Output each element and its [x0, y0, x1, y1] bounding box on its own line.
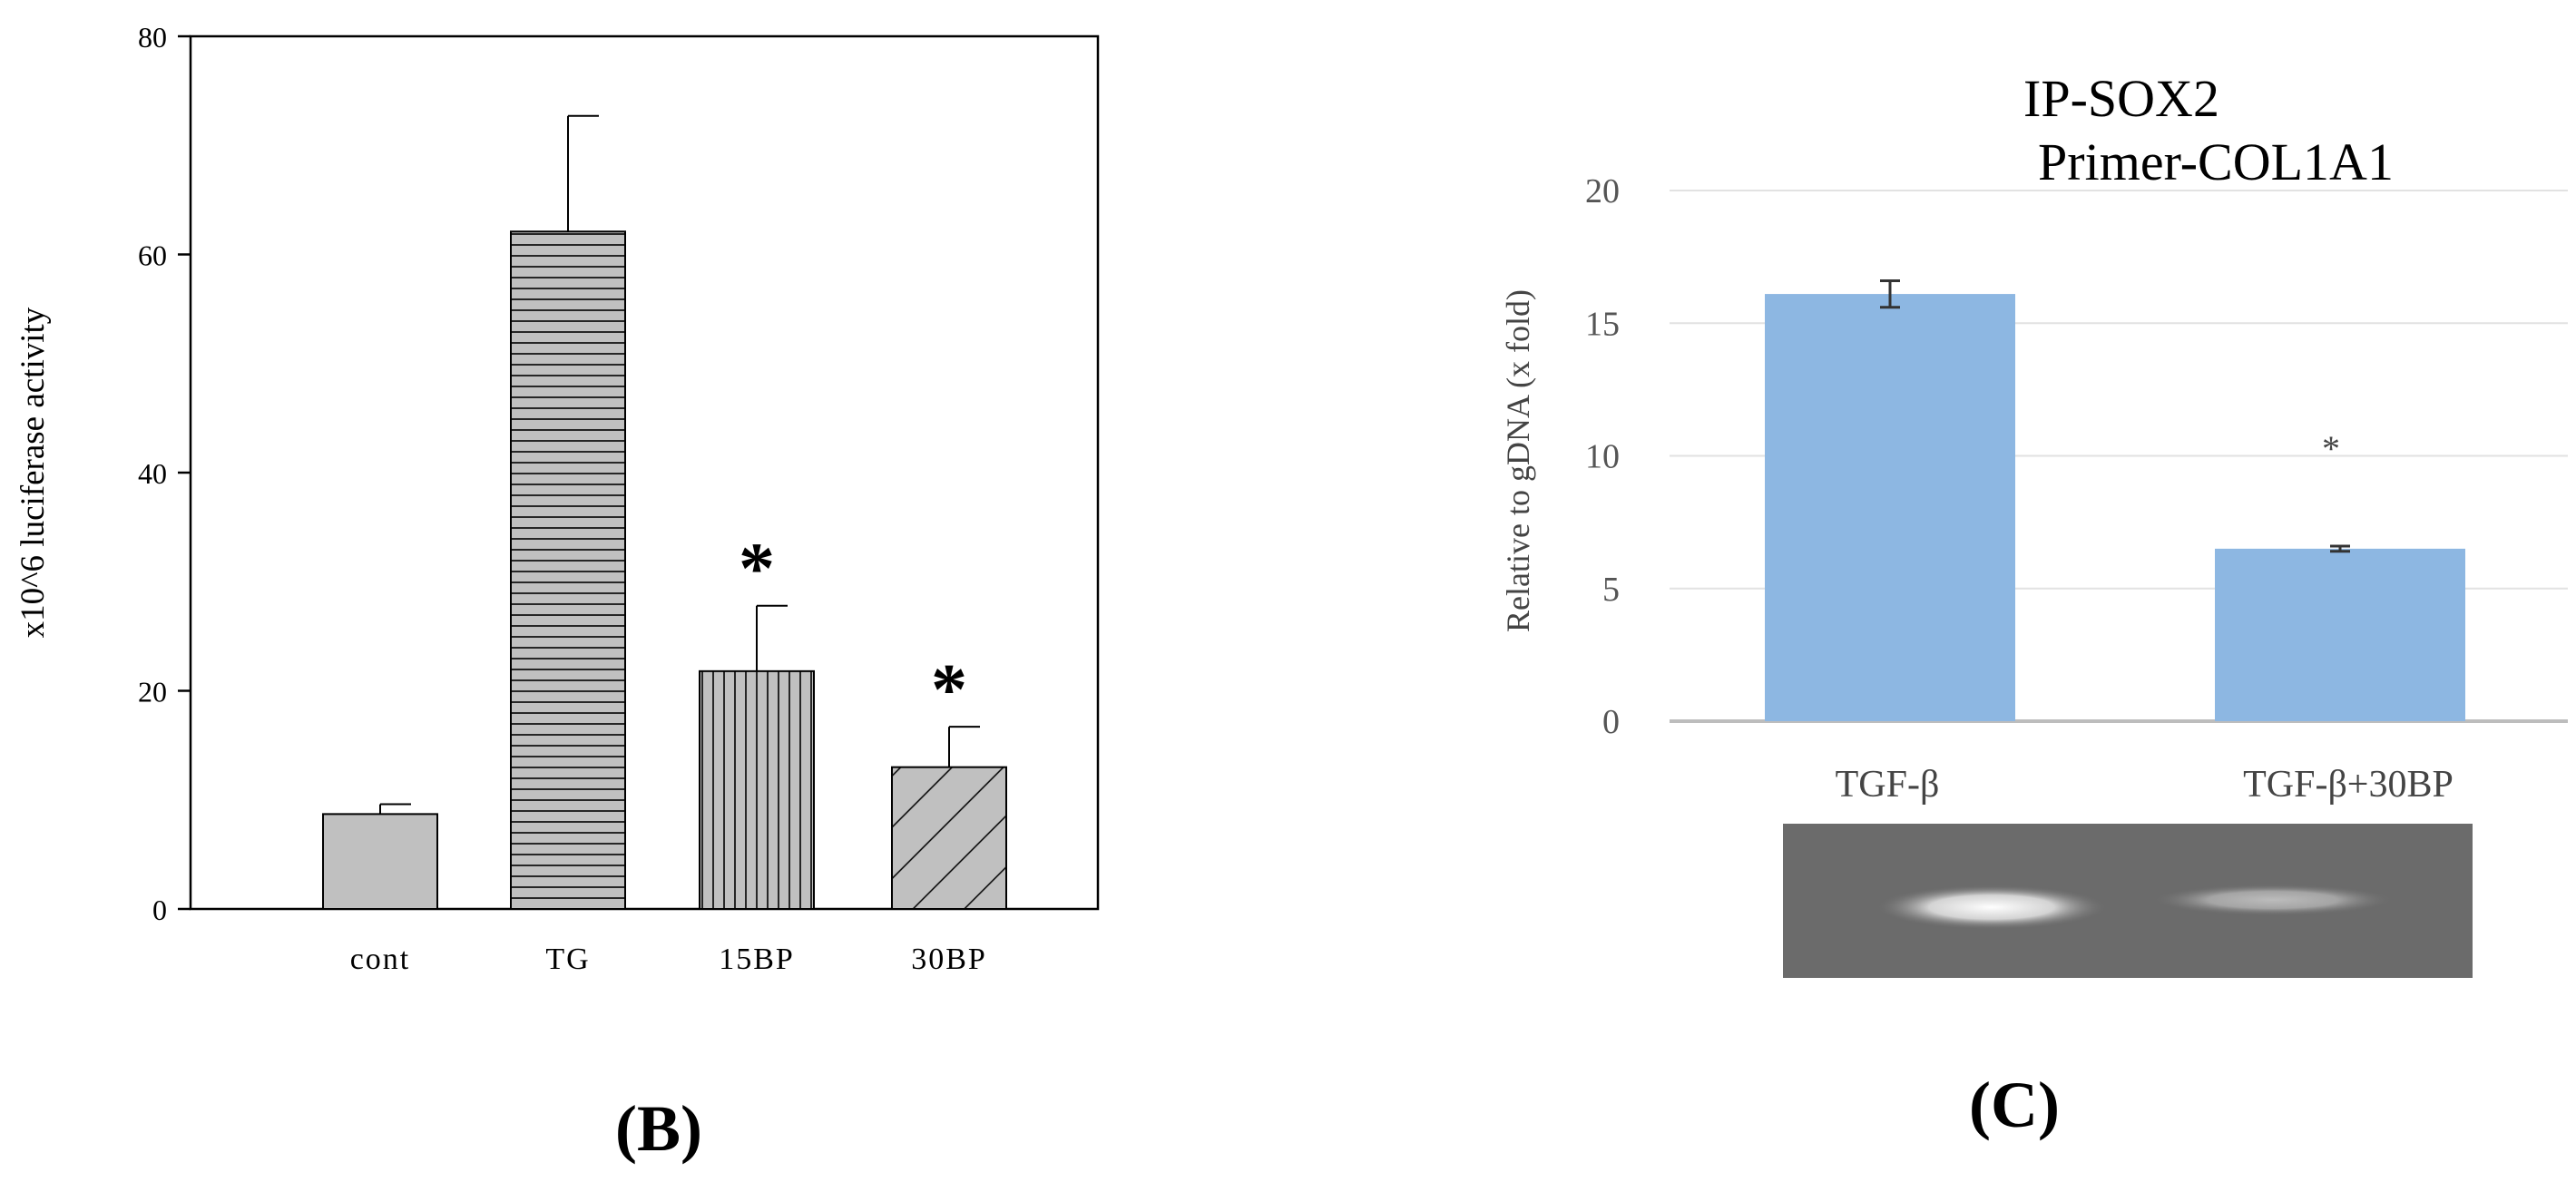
panel-c-bars: *	[1765, 278, 2465, 721]
panel-b-bars: **	[322, 114, 1007, 911]
y-tick-label: 20	[1585, 172, 1620, 210]
y-tick-label: 40	[138, 457, 167, 490]
panel-b-y-axis-label: x10^6 luciferase activity	[15, 307, 52, 638]
gel-band	[2155, 884, 2391, 915]
bar	[1765, 294, 2015, 721]
panel-b-x-tick-labels: cont TG 15BP 30BP	[350, 943, 987, 976]
panel-c-y-axis-label: Relative to gDNA (x fold)	[1500, 289, 1536, 632]
x-tick-label: TG	[545, 943, 590, 976]
y-tick-label: 20	[138, 676, 167, 708]
significance-marker: *	[2322, 428, 2340, 469]
x-tick-label: TGF-β	[1836, 764, 1940, 806]
x-tick-label: cont	[350, 943, 411, 976]
y-tick-label: 0	[152, 894, 167, 926]
y-tick-label: 80	[138, 21, 167, 54]
panel-c-title-line-1: IP-SOX2	[2023, 69, 2219, 128]
y-tick-label: 15	[1585, 305, 1620, 343]
bar	[891, 766, 1007, 910]
y-tick-label: 60	[138, 239, 167, 272]
gel-band	[1878, 885, 2105, 929]
significance-marker: *	[931, 650, 967, 730]
panel-c-label: (C)	[1969, 1069, 2060, 1141]
significance-marker: *	[739, 530, 775, 610]
bar	[510, 230, 626, 910]
bar	[322, 813, 438, 911]
panel-b-y-axis: 0 20 40 60 80	[138, 21, 191, 926]
y-tick-label: 0	[1602, 703, 1620, 741]
bar	[2215, 548, 2465, 721]
y-tick-label: 10	[1585, 438, 1620, 476]
x-tick-label: 30BP	[911, 943, 987, 976]
y-tick-label: 5	[1602, 571, 1620, 609]
gel-image	[1783, 824, 2473, 978]
panel-b-label: (B)	[615, 1092, 702, 1165]
x-tick-label: 15BP	[719, 943, 795, 976]
panel-c-title-line-2: Primer-COL1A1	[2038, 132, 2394, 191]
bar	[699, 669, 815, 910]
panel-c-x-tick-labels: TGF-β TGF-β+30BP	[1836, 764, 2454, 806]
x-tick-label: TGF-β+30BP	[2243, 764, 2454, 806]
